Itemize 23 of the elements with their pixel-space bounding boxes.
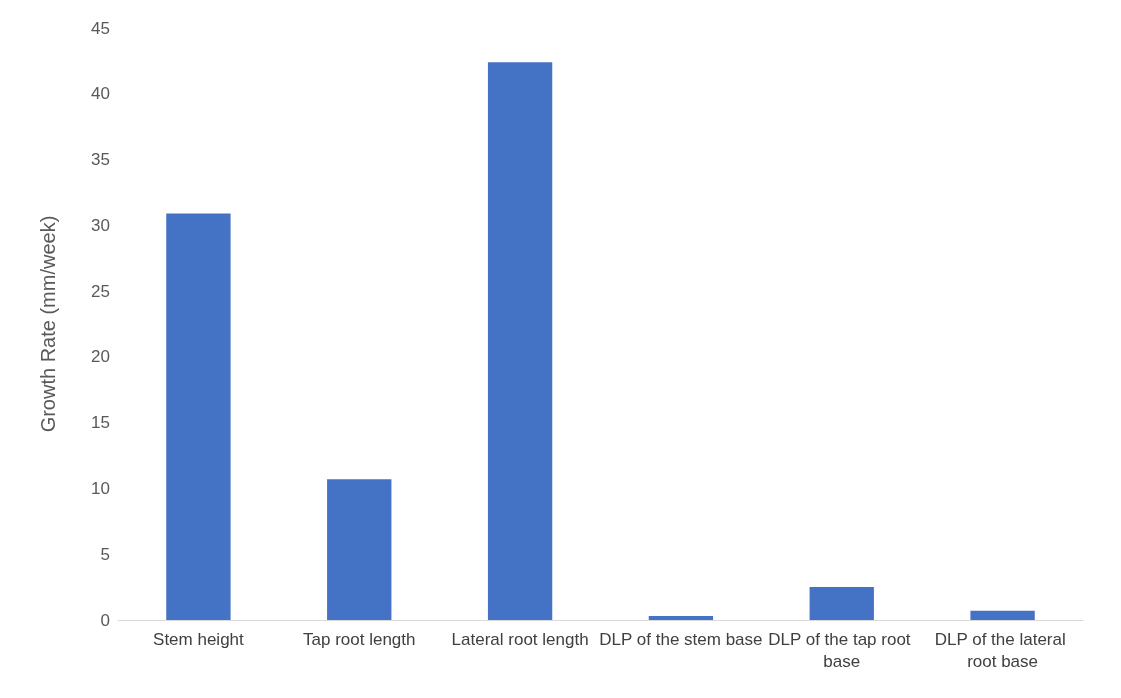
y-tick-label: 25 bbox=[91, 281, 110, 301]
y-axis-title: Growth Rate (mm/week) bbox=[37, 215, 59, 433]
y-tick-label: 0 bbox=[100, 610, 110, 630]
bar bbox=[487, 62, 553, 620]
y-tick-label: 35 bbox=[91, 150, 110, 170]
bar bbox=[327, 479, 392, 620]
x-tick-label: DLP of the tap root base bbox=[768, 629, 916, 671]
x-tick-label: Lateral root length bbox=[451, 629, 589, 649]
bar bbox=[166, 213, 231, 620]
x-tick-label: Tap root length bbox=[303, 629, 416, 649]
y-tick-label: 5 bbox=[100, 544, 110, 564]
y-tick-label: 40 bbox=[91, 84, 110, 104]
bar bbox=[648, 616, 714, 620]
bar bbox=[970, 610, 1035, 620]
y-tick-label: 45 bbox=[91, 18, 110, 38]
x-tick-label: DLP of the lateral root base bbox=[934, 629, 1071, 671]
x-tick-label: DLP of the stem base bbox=[599, 629, 763, 649]
bar bbox=[809, 587, 874, 620]
x-tick-label: Stem height bbox=[153, 629, 245, 649]
y-tick-label: 20 bbox=[91, 347, 110, 367]
y-tick-label: 30 bbox=[91, 215, 110, 235]
y-tick-label: 10 bbox=[91, 478, 110, 498]
y-tick-label: 15 bbox=[91, 413, 110, 433]
